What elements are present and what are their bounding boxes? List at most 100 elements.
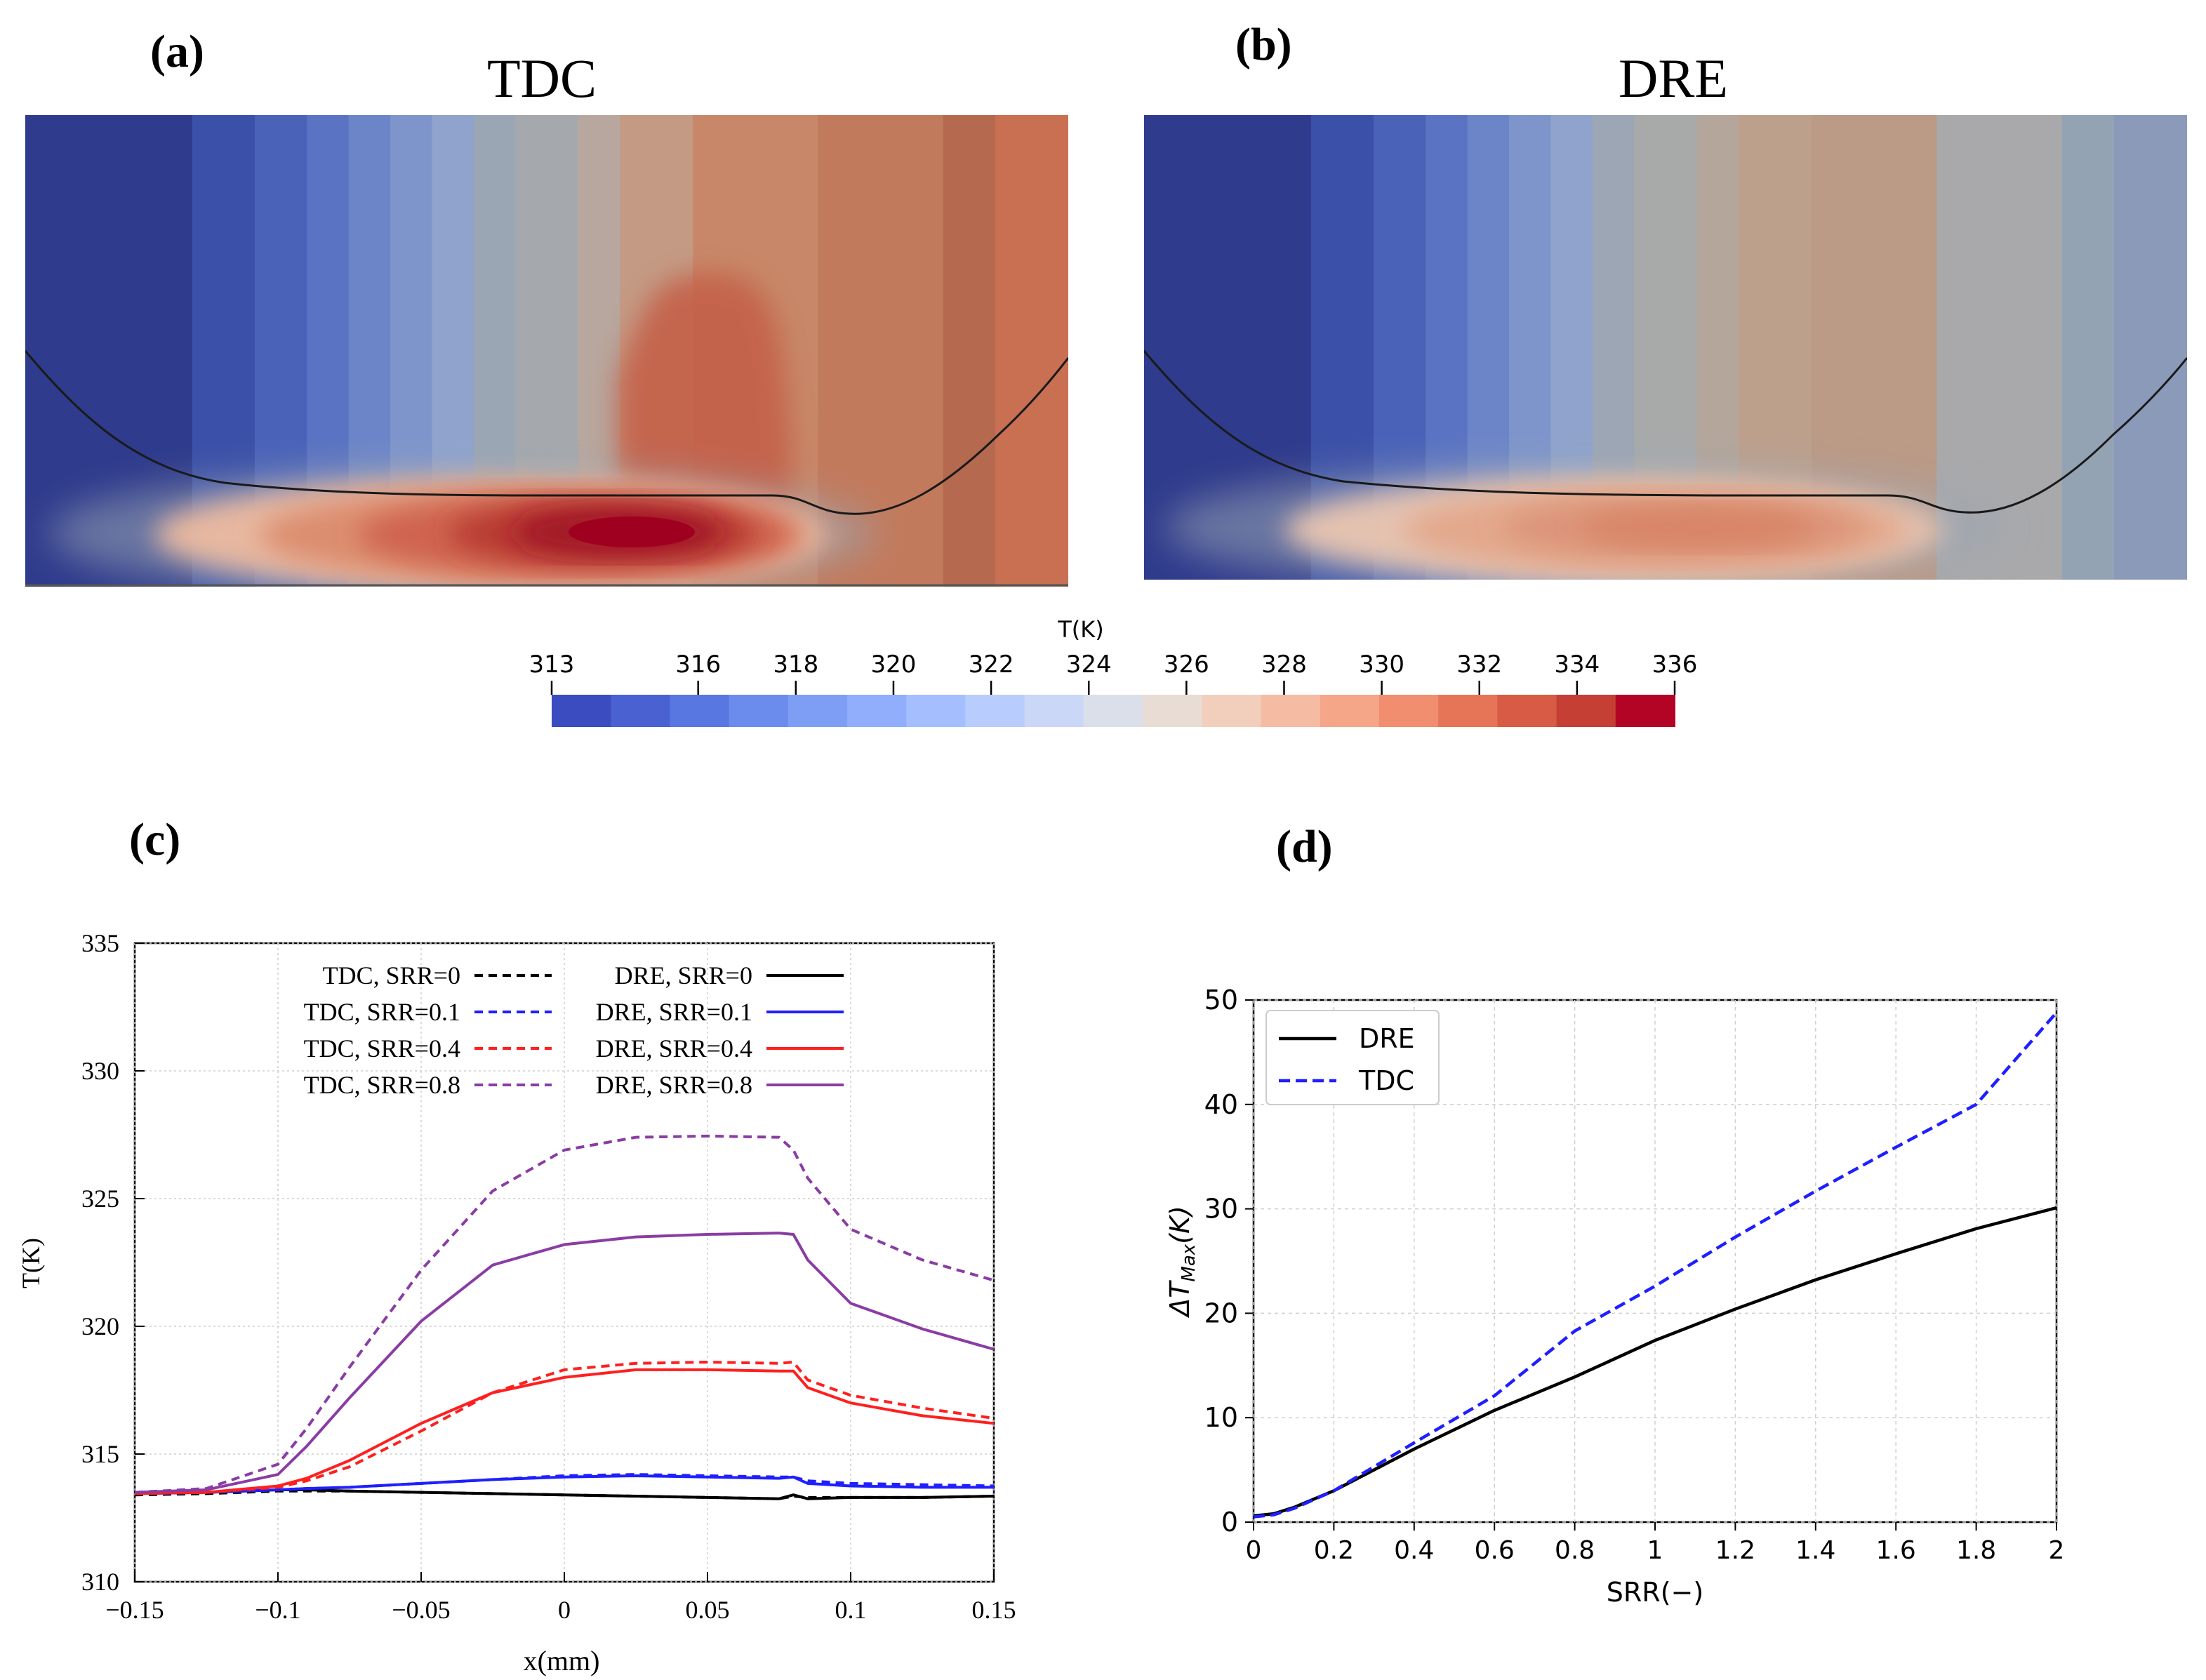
colorbar-swatch-11 xyxy=(1202,695,1262,727)
colorbar-swatch-15 xyxy=(1438,695,1499,727)
chart-c-legend-label: DRE, SRR=0.4 xyxy=(596,1034,752,1062)
colorbar-tick-label: 336 xyxy=(1652,651,1698,679)
chart-c-series-dre-srr-0-4 xyxy=(134,1368,995,1495)
colorbar-swatch-18 xyxy=(1615,695,1675,727)
colorbar-swatch-10 xyxy=(1143,695,1203,727)
chart-c-legend-label: DRE, SRR=0.1 xyxy=(596,998,752,1026)
colorbar-swatch-0 xyxy=(552,695,612,727)
chart-d-legend-box xyxy=(1265,1010,1440,1105)
colorbar-tick-label: 316 xyxy=(675,651,721,679)
colorbar-swatch-6 xyxy=(906,695,966,727)
chart-c-xtick-label: 0.15 xyxy=(972,1596,1016,1624)
colorbar-tick-label: 330 xyxy=(1359,651,1404,679)
panel-a-letter: (a) xyxy=(150,26,204,77)
chart-c-xtick-label: −0.15 xyxy=(105,1596,164,1624)
colorbar-swatch-13 xyxy=(1320,695,1380,727)
colorbar-tick-label: 332 xyxy=(1456,651,1502,679)
colorbar-tick-label: 326 xyxy=(1164,651,1209,679)
hotspot-dre xyxy=(1165,463,2007,580)
colorbar-swatch-12 xyxy=(1261,695,1321,727)
chart-d-xtick-label: 0 xyxy=(1246,1536,1262,1565)
chart-c-xtick-label: 0.1 xyxy=(835,1596,867,1624)
colorbar-swatch-14 xyxy=(1378,695,1440,727)
contour-dre-band-14 xyxy=(2113,115,2187,580)
contour-map-dre xyxy=(1144,115,2187,580)
colorbar-swatch-7 xyxy=(965,695,1025,727)
panel-b-letter: (b) xyxy=(1235,19,1292,70)
chart-d-ylabel-main: ΔT xyxy=(1164,1280,1195,1319)
chart-c-ytick-label: 315 xyxy=(81,1440,119,1468)
chart-c-ytick-label: 330 xyxy=(81,1057,119,1085)
chart-d-xtick-label: 1.2 xyxy=(1715,1536,1755,1565)
chart-c-xtick-label: 0 xyxy=(558,1596,571,1624)
chart-c-xtick-label: −0.05 xyxy=(392,1596,450,1624)
colorbar-tick-label: 318 xyxy=(773,651,818,679)
chart-c-ytick-label: 320 xyxy=(81,1312,119,1340)
chart-d-legend-label: TDC xyxy=(1358,1065,1414,1096)
chart-c-series-dre-srr-0-1 xyxy=(134,1474,994,1495)
chart-c-ylabel: T(K) xyxy=(17,1238,45,1288)
chart-c-ytick-label: 335 xyxy=(81,929,119,957)
chart-d-xtick-label: 0.4 xyxy=(1394,1536,1434,1565)
contour-tdc-band-13 xyxy=(943,115,996,587)
colorbar-tick-label: 328 xyxy=(1261,651,1307,679)
colorbar-tick-label: 334 xyxy=(1554,651,1600,679)
chart-d-xtick-label: 0.2 xyxy=(1314,1536,1354,1565)
contact-line-dre xyxy=(1144,350,2187,514)
colorbar-swatch-1 xyxy=(611,695,671,727)
chart-c-series-tdc-srr-0-8 xyxy=(134,1134,995,1494)
chart-d-xtick-label: 1.6 xyxy=(1876,1536,1916,1565)
colorbar-swatch-8 xyxy=(1024,695,1084,727)
chart-d-xtick-label: 0.8 xyxy=(1555,1536,1595,1565)
colorbar-swatch-16 xyxy=(1497,695,1557,727)
chart-d-xtick-label: 1.8 xyxy=(1956,1536,1996,1565)
hotspot-tdc xyxy=(49,274,877,587)
colorbar-tick-label: 324 xyxy=(1066,651,1112,679)
chart-d-xtick-label: 1 xyxy=(1647,1536,1663,1565)
chart-d-ytick-label: 10 xyxy=(1204,1402,1238,1433)
colorbar-tick-label: 320 xyxy=(871,651,917,679)
chart-d-xtick-label: 0.6 xyxy=(1475,1536,1515,1565)
chart-d-ytick-label: 0 xyxy=(1221,1507,1238,1538)
chart-d-ytick-label: 30 xyxy=(1204,1194,1238,1225)
colorbar-title: T(K) xyxy=(1057,616,1104,643)
chart-c-series-dre-srr-0-8 xyxy=(134,1232,995,1494)
panel-a-title: TDC xyxy=(487,48,597,109)
chart-temperature-profile: −0.15 −0.1 −0.05 0 0.05 0.1 0.15 310 315 320 325 33… xyxy=(17,929,1016,1676)
colorbar-swatch-4 xyxy=(788,695,849,727)
chart-c-ytick-label: 310 xyxy=(81,1568,119,1596)
chart-d-legend-label: DRE xyxy=(1359,1023,1415,1054)
chart-c-xlabel: x(mm) xyxy=(524,1645,600,1676)
chart-c-legend-label: TDC, SRR=0 xyxy=(323,961,460,989)
chart-d-ylabel-sub: Max xyxy=(1178,1244,1200,1281)
colorbar-tick-label: 313 xyxy=(529,651,575,679)
chart-c-legend-label: TDC, SRR=0.8 xyxy=(304,1071,460,1099)
chart-c-ytick-label: 325 xyxy=(81,1185,119,1213)
chart-d-series-dre xyxy=(1253,1206,2057,1518)
chart-c-series-tdc-srr-0-4 xyxy=(134,1360,995,1495)
panel-d-letter: (d) xyxy=(1276,821,1333,872)
chart-c-legend: TDC, SRR=0 TDC, SRR=0.1 TDC, SRR=0.4 TDC, S… xyxy=(304,961,844,1099)
contact-line-tdc xyxy=(25,350,1068,515)
chart-c-legend-label: DRE, SRR=0.8 xyxy=(596,1071,752,1099)
chart-c-xtick-label: −0.1 xyxy=(255,1596,300,1624)
chart-d-ytick-label: 20 xyxy=(1204,1298,1238,1328)
panel-b-title: DRE xyxy=(1619,48,1728,109)
chart-c-legend-label: TDC, SRR=0.4 xyxy=(304,1034,460,1062)
colorbar-swatch-9 xyxy=(1083,695,1144,727)
panel-c-letter: (c) xyxy=(129,814,180,865)
chart-d-ylabel-unit: (K) xyxy=(1164,1206,1195,1244)
contour-map-tdc xyxy=(25,115,1068,587)
chart-d-ytick-label: 50 xyxy=(1204,985,1238,1015)
colorbar-tick-label: 322 xyxy=(969,651,1014,679)
colorbar-swatch-17 xyxy=(1556,695,1616,727)
chart-d-ytick-label: 40 xyxy=(1204,1089,1238,1120)
chart-c-xtick-label: 0.05 xyxy=(686,1596,730,1624)
chart-d-xlabel: SRR(−) xyxy=(1607,1577,1703,1608)
colorbar-swatch-3 xyxy=(729,695,789,727)
chart-d-legend: DRE TDC xyxy=(1265,1010,1440,1105)
chart-d-series-tdc xyxy=(1253,1011,2058,1519)
chart-c-legend-label: DRE, SRR=0 xyxy=(615,961,752,989)
